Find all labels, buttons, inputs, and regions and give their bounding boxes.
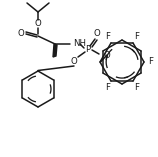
- Text: F: F: [134, 83, 139, 92]
- Text: NH: NH: [73, 40, 86, 49]
- Text: O: O: [94, 29, 100, 38]
- Text: F: F: [105, 83, 110, 92]
- Text: O: O: [35, 19, 41, 29]
- Text: P: P: [85, 44, 91, 54]
- Text: F: F: [134, 32, 139, 41]
- Text: O: O: [103, 51, 110, 60]
- Text: O: O: [71, 57, 77, 67]
- Text: F: F: [105, 32, 110, 41]
- Text: O: O: [18, 29, 24, 38]
- Polygon shape: [53, 44, 57, 57]
- Text: F: F: [149, 57, 154, 67]
